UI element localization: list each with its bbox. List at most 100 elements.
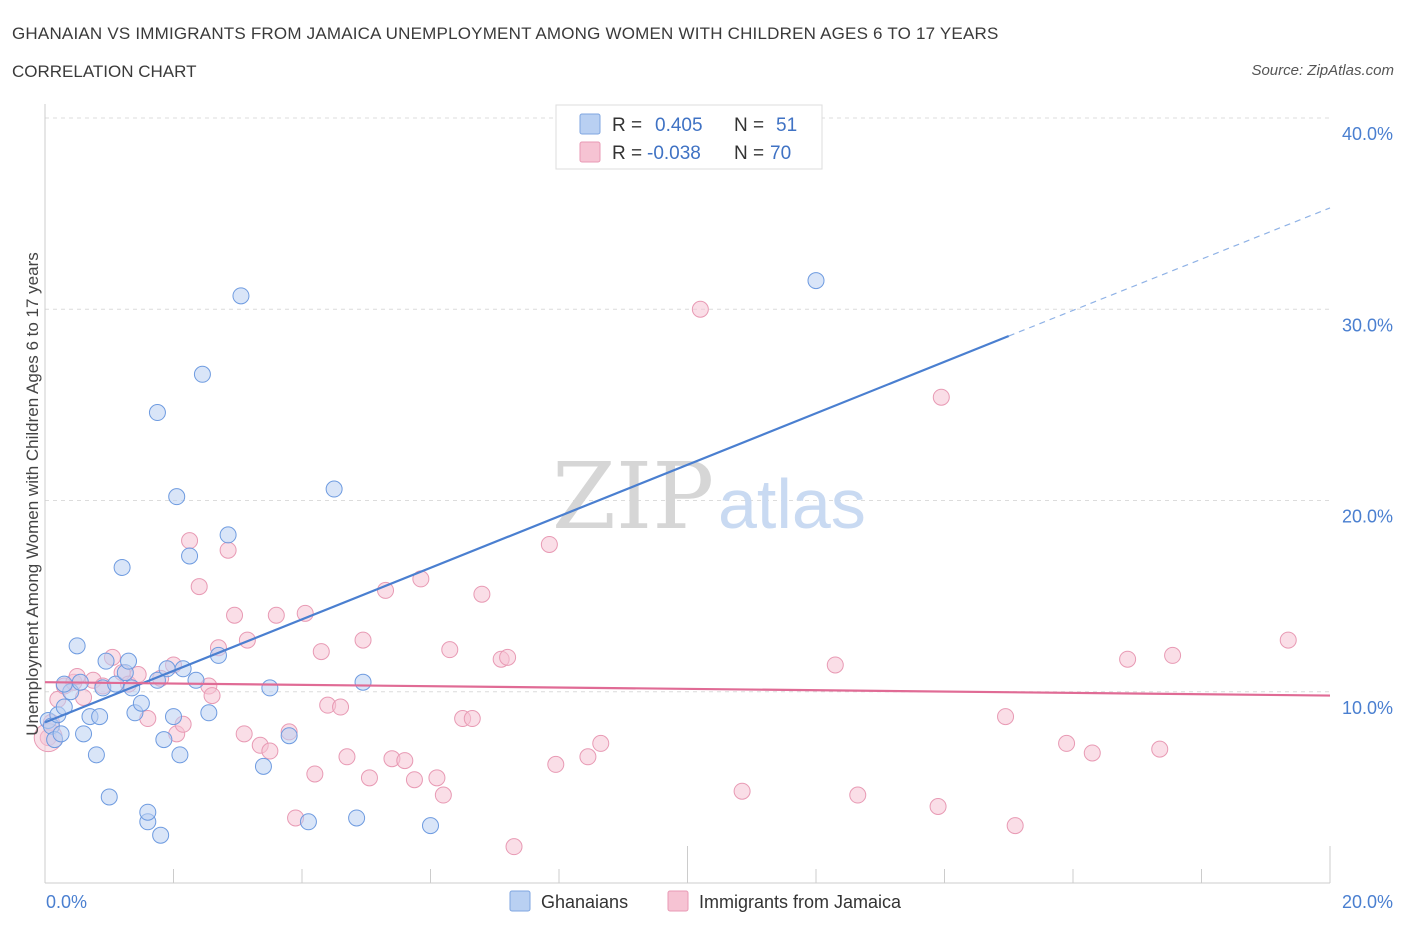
data-point (75, 725, 93, 743)
data-point (360, 769, 378, 787)
data-point (428, 769, 446, 787)
data-point (100, 788, 118, 806)
legend-r-value-1: 0.405 (655, 115, 703, 136)
trend-line-jamaica (44, 681, 1331, 697)
data-point (181, 547, 199, 565)
data-point (200, 704, 218, 722)
legend-r-label-2: R = (612, 143, 642, 164)
data-point (463, 710, 481, 728)
source-label: Source: ZipAtlas.com (1251, 62, 1394, 79)
data-point (219, 541, 237, 559)
watermark-atlas: atlas (718, 465, 866, 543)
data-point (997, 708, 1015, 726)
data-point (579, 748, 597, 766)
data-point (499, 648, 517, 666)
data-point (807, 272, 825, 290)
data-point (148, 404, 166, 422)
data-point (190, 578, 208, 596)
y-tick-label: 10.0% (1342, 698, 1393, 718)
data-point (849, 786, 867, 804)
data-point (1279, 631, 1297, 649)
data-point (348, 809, 366, 827)
data-point (139, 803, 157, 821)
legend-swatch-ghanaians (579, 113, 601, 135)
data-point (261, 742, 279, 760)
data-point (181, 532, 199, 550)
data-point (540, 535, 558, 553)
legend-swatch-jamaica (579, 141, 601, 163)
legend-n-value-1: 51 (776, 115, 797, 136)
legend-n-value-2: 70 (770, 143, 791, 164)
data-point (441, 641, 459, 659)
data-point (306, 765, 324, 783)
data-point (547, 755, 565, 773)
data-point (87, 746, 105, 764)
data-point (434, 786, 452, 804)
x-tick-label: 20.0% (1342, 892, 1393, 912)
data-point (405, 771, 423, 789)
legend-swatch-jamaica-bottom (667, 890, 689, 912)
data-point (826, 656, 844, 674)
data-point (168, 488, 186, 506)
data-point (152, 826, 170, 844)
data-point (299, 813, 317, 831)
data-point (261, 679, 279, 697)
data-point (254, 757, 272, 775)
series-legend: Ghanaians Immigrants from Jamaica (509, 890, 902, 912)
legend-label-jamaica: Immigrants from Jamaica (699, 892, 902, 912)
data-point (226, 606, 244, 624)
grid-lines (45, 117, 1330, 693)
chart-subtitle: CORRELATION CHART (12, 62, 197, 81)
data-point (422, 817, 439, 835)
data-point (267, 606, 285, 624)
axes (44, 104, 1331, 884)
y-tick-labels: 10.0% 20.0% 30.0% 40.0% (1342, 124, 1393, 718)
data-point (232, 287, 250, 305)
y-tick-label: 20.0% (1342, 507, 1393, 527)
data-point (68, 637, 86, 655)
trend-line-ghanaians (44, 335, 1010, 724)
data-point (132, 694, 150, 712)
y-tick-label: 30.0% (1342, 315, 1393, 335)
data-point (592, 734, 610, 752)
trend-lines (44, 207, 1331, 724)
x-tick-labels: 0.0% 20.0% (46, 892, 1393, 912)
data-point (97, 652, 115, 670)
data-point (120, 652, 138, 670)
data-point (1083, 744, 1101, 762)
data-point (733, 782, 751, 800)
data-point (91, 708, 109, 726)
y-axis-label: Unemployment Among Women with Children A… (23, 252, 42, 736)
data-point (932, 388, 950, 406)
legend-n-label-1: N = (734, 115, 764, 136)
data-point (1058, 734, 1076, 752)
data-point (1006, 817, 1024, 835)
data-point (312, 643, 330, 661)
chart-title: GHANAIAN VS IMMIGRANTS FROM JAMAICA UNEM… (12, 24, 999, 43)
data-point (193, 365, 211, 383)
data-point (929, 798, 947, 815)
data-point (55, 675, 73, 693)
data-point (1151, 740, 1169, 758)
data-point (235, 725, 253, 743)
data-point (187, 671, 205, 689)
data-point (219, 526, 237, 544)
data-point (396, 752, 414, 770)
data-point (113, 558, 131, 576)
legend-r-value-2: -0.038 (647, 143, 701, 164)
data-point (354, 673, 372, 691)
data-point (325, 480, 343, 498)
y-tick-label: 40.0% (1342, 124, 1393, 144)
legend-swatch-ghanaians-bottom (509, 890, 531, 912)
data-point (52, 725, 70, 743)
data-point (338, 748, 356, 766)
legend-r-label-1: R = (612, 115, 642, 136)
legend-n-label-2: N = (734, 143, 764, 164)
x-tick-label: 0.0% (46, 892, 87, 912)
series-ghanaians-points (39, 272, 825, 844)
watermark-zip: ZIP (552, 443, 714, 550)
legend-label-ghanaians: Ghanaians (541, 892, 628, 912)
data-point (165, 708, 182, 726)
data-point (354, 631, 372, 649)
